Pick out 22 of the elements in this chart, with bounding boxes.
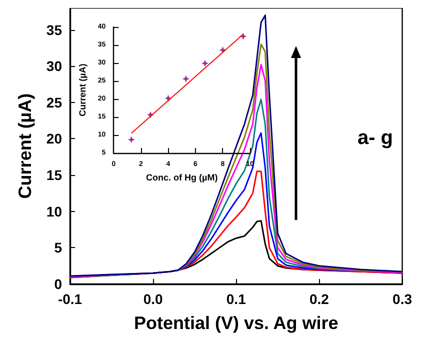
y-tick-label: 35: [46, 22, 62, 38]
x-axis-title: Potential (V) vs. Ag wire: [134, 313, 338, 333]
x-tick-label: 0.0: [143, 291, 164, 307]
y-tick-label: 20: [46, 130, 62, 147]
x-tick-label: 0.3: [392, 291, 412, 307]
x-tick-label: -0.1: [58, 291, 82, 307]
y-tick-label: 5: [54, 240, 62, 256]
x-tick-label: 0.2: [309, 291, 330, 307]
y-tick-label: 10: [46, 203, 62, 220]
y-tick-label: 15: [46, 167, 62, 184]
y-axis-title: Current (µA): [78, 64, 88, 116]
point: [182, 75, 190, 82]
y-tick-label: 25: [46, 94, 62, 110]
y-tick-label: 30: [46, 58, 62, 74]
y-axis-title: Current (µA): [15, 93, 35, 199]
point: [202, 60, 209, 67]
y-tick-label: 0: [54, 276, 62, 292]
x-tick-label: 0.1: [226, 291, 246, 307]
annotation: a- g: [357, 127, 394, 149]
point: [128, 136, 135, 144]
x-axis-title: Conc. of Hg (µM): [146, 172, 218, 182]
line-series: [69, 14, 404, 277]
